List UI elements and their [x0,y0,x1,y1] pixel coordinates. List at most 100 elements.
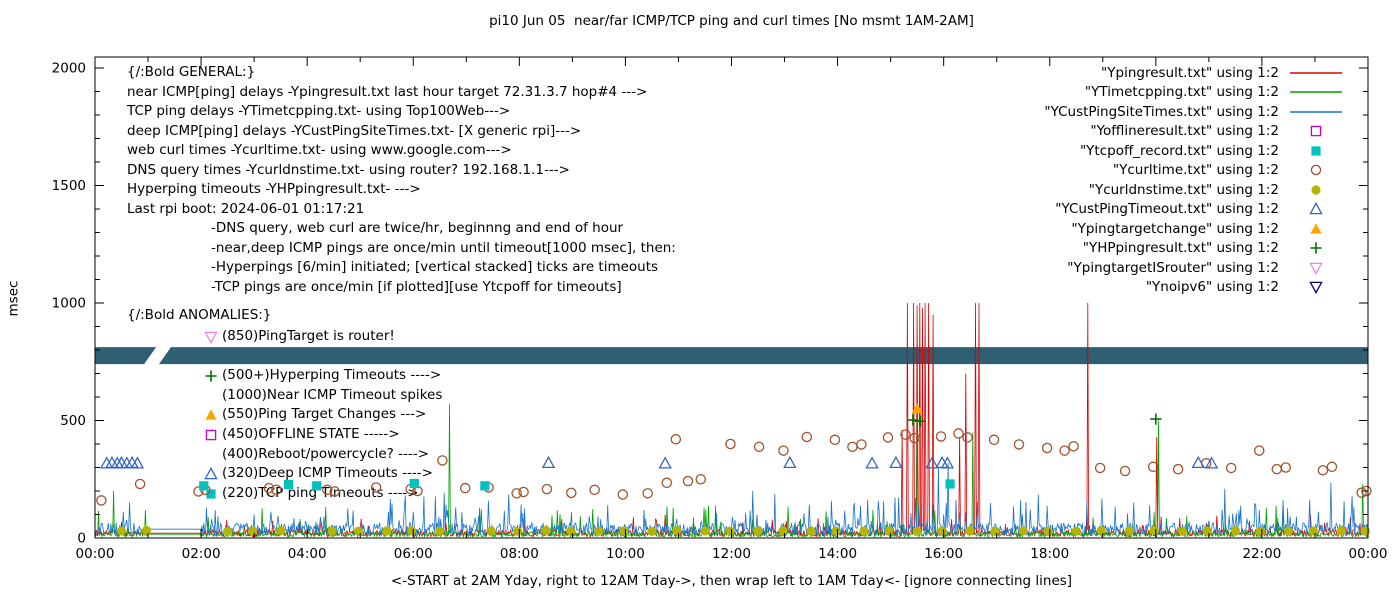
anomaly-text: (320)Deep ICMP Timeouts ----> [222,465,433,482]
x-tick-label: 02:00 [182,546,221,562]
anomaly-text: (850)PingTarget is router! [222,327,395,344]
general-line: -near,deep ICMP pings are once/min until… [211,239,676,256]
orange-filled-triangle-icon [1310,223,1322,234]
y-tick-label: 1500 [52,178,86,194]
none-icon [203,387,219,403]
anomaly-item: (320)Deep ICMP Timeouts ----> [127,464,442,484]
general-line: {/:Bold GENERAL:} [127,64,256,80]
anomaly-annotations: {/:Bold ANOMALIES:} (850)PingTarget is ro… [127,306,442,503]
red-line-icon [1290,71,1342,74]
none-icon [203,446,219,462]
x-tick-label: 12:00 [712,546,751,562]
scatter-Ycurldnstime-dns-query [116,525,1370,537]
general-line: -DNS query, web curl are twice/hr, begin… [211,220,624,236]
x-tick-label: 08:00 [500,546,539,562]
x-tick-label: 16:00 [924,546,963,562]
legend-label: "YCustPingSiteTimes.txt" using 1:2 [1044,103,1279,120]
anomalies-title: {/:Bold ANOMALIES:} [127,307,272,323]
cyan-filled-square-icon [1311,146,1321,156]
legend-item: "Ytcpoff_record.txt" using 1:2 [1044,141,1345,161]
general-line: -TCP pings are once/min [if plotted][use… [211,278,622,295]
scatter-YHPpingresult-hyperping-timeouts [907,413,1162,427]
anomaly-item: (220)TCP ping Timeouts ----> [127,483,442,503]
anomaly-item: (850)PingTarget is router! [127,326,442,346]
legend-label: "YTimetcpping.txt" using 1:2 [1084,84,1279,101]
anomaly-text: (400)Reboot/powercycle? ----> [222,445,429,462]
x-tick-label: 06:00 [394,546,433,562]
anomaly-item: (450)OFFLINE STATE -----> [127,424,442,444]
legend-label: "Ypingtargetchange" using 1:2 [1071,220,1279,237]
x-tick-label: 18:00 [1030,546,1069,562]
legend-label: "Ycurldnstime.txt" using 1:2 [1088,181,1279,198]
tri-open-icon [204,467,218,480]
y-tick-label: 1000 [52,296,86,312]
general-line: DNS query times -Ycurldnstime.txt- using… [127,161,570,178]
x-tick-label: 00:00 [1349,546,1388,562]
general-line: Hyperping timeouts -YHPpingresult.txt- -… [127,181,421,197]
anomaly-item: (1000)Near ICMP Timeout spikes [127,385,442,405]
brown-open-circle-icon [1310,165,1322,176]
legend: "Ypingresult.txt" using 1:2 "YTimetcpping… [1044,63,1345,297]
y-tick-label: 0 [77,531,86,547]
blue-line-icon [1290,110,1342,113]
green-plus-icon [1310,242,1322,254]
legend-item: "YTimetcpping.txt" using 1:2 [1044,83,1345,103]
legend-item: "Ycurldnstime.txt" using 1:2 [1044,180,1345,200]
x-tick-label: 04:00 [288,546,327,562]
anomaly-text: (550)Ping Target Changes ---> [222,406,427,423]
chart-title: pi10 Jun 05 near/far ICMP/TCP ping and c… [489,13,974,29]
olive-filled-circle-icon [1311,185,1321,195]
anomaly-text: (220)TCP ping Timeouts ----> [222,485,419,502]
anomaly-text: (500+)Hyperping Timeouts ----> [222,366,442,383]
x-tick-label: 00:00 [76,546,115,562]
legend-label: "Yofflineresult.txt" using 1:2 [1090,123,1279,140]
legend-item: "Ynoipv6" using 1:2 [1044,278,1345,298]
legend-item: "YCustPingTimeout.txt" using 1:2 [1044,200,1345,220]
legend-item: "YHPpingresult.txt" using 1:2 [1044,239,1345,259]
legend-label: "YHPpingresult.txt" using 1:2 [1082,240,1279,257]
general-line: near ICMP[ping] delays -Ypingresult.txt … [127,83,648,100]
anomaly-item [127,345,442,365]
general-annotations: {/:Bold GENERAL:} near ICMP[ping] delays … [127,63,676,297]
legend-label: "YCustPingTimeout.txt" using 1:2 [1055,201,1279,218]
legend-item: "YpingtargetISrouter" using 1:2 [1044,258,1345,278]
violet-open-triangle-down-icon [1309,262,1323,275]
legend-item: "Ypingtargetchange" using 1:2 [1044,219,1345,239]
green-line-icon [1290,91,1342,94]
sq-open-icon [205,429,217,441]
legend-item: "Ycurltime.txt" using 1:2 [1044,161,1345,181]
legend-item: "Yofflineresult.txt" using 1:2 [1044,122,1345,142]
x-tick-label: 22:00 [1242,546,1281,562]
tri-fill-icon [205,409,217,420]
legend-label: "YpingtargetISrouter" using 1:2 [1067,259,1279,276]
anomaly-text: (1000)Near ICMP Timeout spikes [222,386,443,403]
sq-fill-icon [206,489,216,499]
blue-open-triangle-icon [1309,202,1323,215]
anomaly-item: (400)Reboot/powercycle? ----> [127,444,442,464]
magenta-open-square-icon [1310,126,1322,137]
legend-label: "Ytcpoff_record.txt" using 1:2 [1079,142,1279,159]
y-axis-label: msec [5,280,22,317]
y-tick-label: 2000 [52,61,86,77]
general-line: TCP ping delays -YTimetcpping.txt- using… [127,103,511,119]
tridown-open-icon [204,331,218,344]
legend-item: "Ypingresult.txt" using 1:2 [1044,63,1345,83]
scatter-Ypingtargetchange-events [911,403,923,414]
none-icon [203,347,219,363]
y-tick-label: 500 [60,413,86,429]
general-line: deep ICMP[ping] delays -YCustPingSiteTim… [127,122,582,139]
anomaly-text: (450)OFFLINE STATE -----> [222,425,400,442]
legend-label: "Ypingresult.txt" using 1:2 [1101,64,1279,81]
legend-item: "YCustPingSiteTimes.txt" using 1:2 [1044,102,1345,122]
general-line: web curl times -Ycurltime.txt- using www… [127,142,512,158]
general-line: -Hyperpings [6/min] initiated; [vertical… [211,259,659,275]
general-line: Last rpi boot: 2024-06-01 01:17:21 [127,200,365,217]
anomaly-item: (550)Ping Target Changes ---> [127,404,442,424]
legend-label: "Ynoipv6" using 1:2 [1145,279,1279,296]
x-tick-label: 14:00 [818,546,857,562]
x-axis-label: <-START at 2AM Yday, right to 12AM Tday-… [390,573,1073,589]
legend-label: "Ycurltime.txt" using 1:2 [1112,162,1279,179]
x-tick-label: 10:00 [606,546,645,562]
anomaly-item: (500+)Hyperping Timeouts ----> [127,365,442,385]
